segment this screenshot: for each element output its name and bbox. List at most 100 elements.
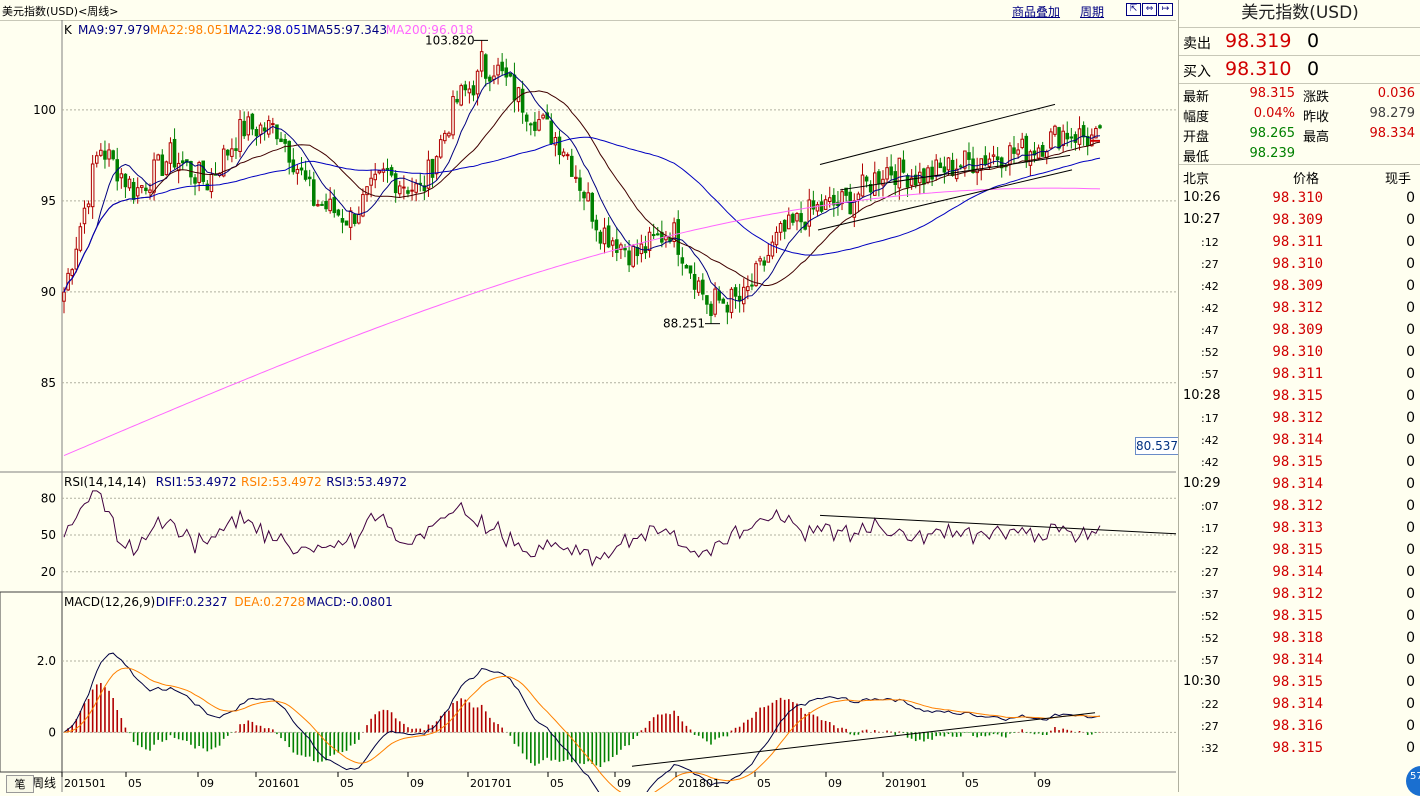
tick-volume: 0 xyxy=(1406,674,1415,690)
tick-time: :42 xyxy=(1201,280,1219,293)
tick-volume: 0 xyxy=(1406,366,1415,382)
tick-row[interactable]: :37 98.312 0 xyxy=(1179,583,1420,605)
candle-body xyxy=(680,257,685,264)
tick-row[interactable]: 10:30 98.315 0 xyxy=(1179,671,1420,693)
tick-row[interactable]: :42 98.312 0 xyxy=(1179,297,1420,319)
tick-time: :17 xyxy=(1201,412,1219,425)
tick-price: 98.315 xyxy=(1272,740,1323,756)
tick-row[interactable]: :57 98.311 0 xyxy=(1179,363,1420,385)
tick-row[interactable]: :27 98.314 0 xyxy=(1179,561,1420,583)
quote-panel: 美元指数(USD) 卖出 98.319 0 买入 98.310 0 最新 98.3… xyxy=(1178,0,1420,792)
stat-label: 幅度 xyxy=(1183,110,1210,125)
candle-body xyxy=(119,173,124,179)
candle-body xyxy=(561,151,566,157)
tick-volume: 0 xyxy=(1406,344,1415,360)
tick-row[interactable]: :17 98.312 0 xyxy=(1179,407,1420,429)
candle-body xyxy=(459,85,463,106)
tick-price: 98.315 xyxy=(1272,388,1323,404)
candle-body xyxy=(201,160,205,182)
tick-row[interactable]: :12 98.311 0 xyxy=(1179,231,1420,253)
period-link[interactable]: 周期 xyxy=(1080,5,1105,19)
candle-body xyxy=(815,204,820,212)
expand-icon[interactable]: ⇔ xyxy=(1142,3,1157,16)
tick-price: 98.309 xyxy=(1272,212,1323,228)
tick-time: :42 xyxy=(1201,302,1219,315)
tick-row[interactable]: :17 98.313 0 xyxy=(1179,517,1420,539)
tick-row[interactable]: 10:27 98.309 0 xyxy=(1179,209,1420,231)
candle-body xyxy=(209,173,214,193)
tick-row[interactable]: :22 98.315 0 xyxy=(1179,539,1420,561)
candle-body xyxy=(983,155,988,166)
tick-time: :42 xyxy=(1201,456,1219,469)
tick-row[interactable]: :32 98.315 0 xyxy=(1179,737,1420,759)
tick-row[interactable]: :42 98.309 0 xyxy=(1179,275,1420,297)
tick-list[interactable]: 10:26 98.310 0 10:27 98.309 0:12 98.311 0:27 98.… xyxy=(1179,187,1420,759)
candle-body xyxy=(484,54,488,79)
candle-body xyxy=(1049,131,1053,149)
channel-upper xyxy=(819,103,1056,165)
candle-body xyxy=(569,155,574,177)
tick-row[interactable]: :57 98.314 0 xyxy=(1179,649,1420,671)
tick-volume: 0 xyxy=(1406,256,1415,272)
overlay-commodity-link[interactable]: 商品叠加 xyxy=(1012,5,1061,19)
candle-body xyxy=(410,189,414,192)
stat-value: 98.334 xyxy=(1369,126,1416,141)
candle-body xyxy=(377,170,382,174)
tick-time: :57 xyxy=(1201,368,1219,381)
candle-body xyxy=(1085,135,1090,147)
tick-row[interactable]: :27 98.316 0 xyxy=(1179,715,1420,737)
candle-body xyxy=(856,193,861,201)
tick-price: 98.316 xyxy=(1272,718,1323,734)
candle-body xyxy=(242,120,246,137)
tick-volume: 0 xyxy=(1406,234,1415,250)
candle-body xyxy=(1069,136,1074,139)
candle-body xyxy=(717,290,721,301)
candle-body xyxy=(750,284,754,287)
tick-row[interactable]: 10:28 98.315 0 xyxy=(1179,385,1420,407)
tick-price: 98.312 xyxy=(1272,300,1323,316)
tick-time: :52 xyxy=(1201,610,1219,623)
x-tick-label: 05 xyxy=(128,777,142,790)
sell-price: 98.319 xyxy=(1225,30,1292,52)
tick-row[interactable]: :22 98.314 0 xyxy=(1179,693,1420,715)
candle-body xyxy=(754,263,758,287)
candle-body xyxy=(524,114,529,122)
stat-value: 98.315 xyxy=(1249,86,1296,101)
tick-time: :27 xyxy=(1201,566,1219,579)
tick-time: :27 xyxy=(1201,258,1219,271)
tick-header-time: 北京 xyxy=(1183,172,1210,187)
tick-row[interactable]: :27 98.310 0 xyxy=(1179,253,1420,275)
candle-body xyxy=(885,167,889,180)
candle-body xyxy=(348,210,353,228)
tick-row[interactable]: :52 98.315 0 xyxy=(1179,605,1420,627)
tick-row[interactable]: :52 98.310 0 xyxy=(1179,341,1420,363)
tick-row[interactable]: :47 98.309 0 xyxy=(1179,319,1420,341)
candle-body xyxy=(324,201,328,210)
candle-body xyxy=(635,247,640,257)
restore-icon[interactable]: ⇱ xyxy=(1126,3,1141,16)
notification-badge[interactable]: 57 xyxy=(1406,766,1420,796)
x-tick-label: 05 xyxy=(340,777,354,790)
candle-body xyxy=(782,219,787,232)
exit-icon[interactable]: ↦ xyxy=(1158,3,1173,16)
tick-row[interactable]: 10:26 98.310 0 xyxy=(1179,187,1420,209)
candle-body xyxy=(520,88,525,113)
tick-row[interactable]: 10:29 98.314 0 xyxy=(1179,473,1420,495)
candle-body xyxy=(1081,125,1086,138)
candle-body xyxy=(995,156,1000,161)
tick-time: 10:29 xyxy=(1183,476,1221,491)
candle-body xyxy=(70,269,74,276)
tick-time: :52 xyxy=(1201,346,1219,359)
candle-body xyxy=(402,186,406,189)
candle-body xyxy=(447,132,451,137)
tick-row[interactable]: :52 98.318 0 xyxy=(1179,627,1420,649)
tick-row[interactable]: :07 98.312 0 xyxy=(1179,495,1420,517)
candle-body xyxy=(86,203,91,208)
candle-body xyxy=(336,209,341,216)
tick-row[interactable]: :42 98.314 0 xyxy=(1179,429,1420,451)
pen-tab[interactable]: 笔 xyxy=(6,775,34,793)
candle-body xyxy=(479,51,484,72)
tick-row[interactable]: :42 98.315 0 xyxy=(1179,451,1420,473)
candle-body xyxy=(258,124,263,135)
